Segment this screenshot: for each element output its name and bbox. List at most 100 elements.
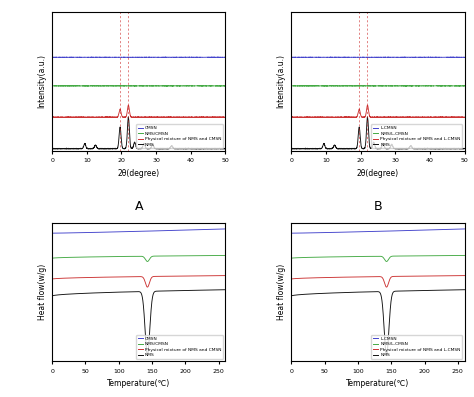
Physical mixture of NMS and CMSN [79, 275, 85, 280]
Physical mixture of NMS and L-CMSN [440, 274, 446, 278]
Physical mixture of NMS and CMSN [49, 115, 55, 119]
NMS/L-CMSN [288, 83, 294, 88]
Line: Physical mixture of NMS and CMSN: Physical mixture of NMS and CMSN [52, 105, 226, 118]
Physical mixture of NMS and CMSN [69, 115, 75, 120]
NMS/L-CMSN [440, 83, 446, 88]
Line: NMS/CMSN: NMS/CMSN [52, 85, 226, 86]
NMS [319, 291, 324, 296]
CMSN [187, 55, 193, 60]
Line: NMS/CMSN: NMS/CMSN [52, 255, 226, 262]
NMS/CMSN [145, 259, 150, 264]
Text: A: A [135, 200, 143, 214]
L-CMSN [462, 227, 467, 231]
CMSN [163, 55, 169, 60]
NMS [440, 288, 446, 293]
NMS [308, 146, 314, 151]
Physical mixture of NMS and CMSN [123, 114, 129, 119]
CMSN [219, 227, 225, 231]
NMS [351, 146, 357, 151]
NMS/CMSN [222, 83, 228, 88]
NMS [223, 287, 228, 292]
NMS/CMSN [123, 83, 129, 88]
NMS/L-CMSN [462, 83, 467, 88]
NMS/L-CMSN [462, 253, 467, 258]
Physical mixture of NMS and L-CMSN [462, 273, 467, 278]
NMS [355, 290, 361, 295]
Physical mixture of NMS and CMSN [201, 115, 206, 119]
CMSN [123, 229, 129, 234]
CMSN [223, 227, 228, 231]
L-CMSN [288, 231, 294, 235]
NMS [440, 146, 446, 151]
L-CMSN [458, 55, 464, 60]
NMS [201, 146, 206, 151]
NMS/CMSN [123, 83, 128, 88]
NMS/L-CMSN [440, 253, 446, 258]
NMS/CMSN [69, 255, 75, 260]
NMS [79, 146, 85, 151]
NMS/L-CMSN [362, 83, 367, 88]
NMS/L-CMSN [458, 253, 464, 258]
Y-axis label: Heat flow(w/g): Heat flow(w/g) [277, 264, 286, 320]
Y-axis label: Heat flow(w/g): Heat flow(w/g) [37, 264, 46, 320]
NMS [458, 287, 464, 292]
NMS/L-CMSN [355, 254, 361, 259]
CMSN [79, 55, 85, 60]
Physical mixture of NMS and L-CMSN [362, 274, 368, 279]
Physical mixture of NMS and L-CMSN [458, 115, 464, 119]
CMSN [116, 55, 121, 60]
NMS [363, 144, 368, 149]
NMS/L-CMSN [319, 83, 324, 88]
NMS [219, 146, 225, 151]
L-CMSN [355, 229, 361, 234]
Physical mixture of NMS and CMSN [123, 274, 129, 279]
L-CMSN [402, 55, 408, 60]
Physical mixture of NMS and L-CMSN [365, 103, 370, 108]
NMS/CMSN [49, 83, 55, 88]
NMS/L-CMSN [355, 83, 361, 88]
Line: NMS: NMS [291, 117, 465, 149]
X-axis label: 2θ(degree): 2θ(degree) [118, 169, 160, 178]
CMSN [69, 231, 75, 235]
L-CMSN [362, 55, 368, 60]
Physical mixture of NMS and CMSN [80, 115, 85, 120]
NMS/CMSN [79, 83, 85, 88]
NMS/CMSN [219, 83, 225, 88]
Line: Physical mixture of NMS and CMSN: Physical mixture of NMS and CMSN [52, 276, 226, 287]
NMS/L-CMSN [308, 83, 314, 88]
NMS [223, 146, 228, 151]
L-CMSN [355, 55, 361, 60]
L-CMSN [458, 227, 464, 231]
NMS [288, 294, 294, 299]
Physical mixture of NMS and L-CMSN [383, 285, 389, 289]
NMS/L-CMSN [362, 254, 368, 259]
Line: L-CMSN: L-CMSN [291, 229, 465, 233]
Physical mixture of NMS and CMSN [201, 274, 206, 278]
NMS/CMSN [116, 254, 121, 259]
NMS [365, 115, 370, 119]
L-CMSN [319, 55, 324, 60]
NMS/L-CMSN [383, 259, 389, 264]
Y-axis label: Intensity(a.u.): Intensity(a.u.) [277, 54, 286, 108]
NMS [116, 290, 121, 295]
NMS/L-CMSN [308, 255, 314, 260]
Physical mixture of NMS and CMSN [116, 112, 121, 117]
Physical mixture of NMS and L-CMSN [458, 273, 464, 278]
NMS [69, 291, 75, 296]
NMS/CMSN [123, 254, 129, 259]
NMS [49, 294, 55, 299]
CMSN [201, 227, 206, 232]
NMS/CMSN [79, 255, 85, 260]
CMSN [219, 55, 225, 60]
Physical mixture of NMS and CMSN [56, 115, 62, 120]
Legend: CMSN, NMS/CMSN, Physical mixture of NMS and CMSN, NMS: CMSN, NMS/CMSN, Physical mixture of NMS … [136, 124, 223, 148]
NMS [362, 289, 368, 294]
L-CMSN [427, 55, 432, 60]
Physical mixture of NMS and L-CMSN [363, 114, 368, 119]
NMS [69, 146, 75, 151]
Legend: L-CMSN, NMS/L-CMSN, Physical mixture of NMS and L-CMSN, NMS: L-CMSN, NMS/L-CMSN, Physical mixture of … [371, 335, 462, 359]
Physical mixture of NMS and L-CMSN [295, 115, 301, 120]
Line: Physical mixture of NMS and L-CMSN: Physical mixture of NMS and L-CMSN [291, 105, 465, 118]
Physical mixture of NMS and L-CMSN [288, 115, 294, 119]
NMS/CMSN [223, 253, 228, 258]
